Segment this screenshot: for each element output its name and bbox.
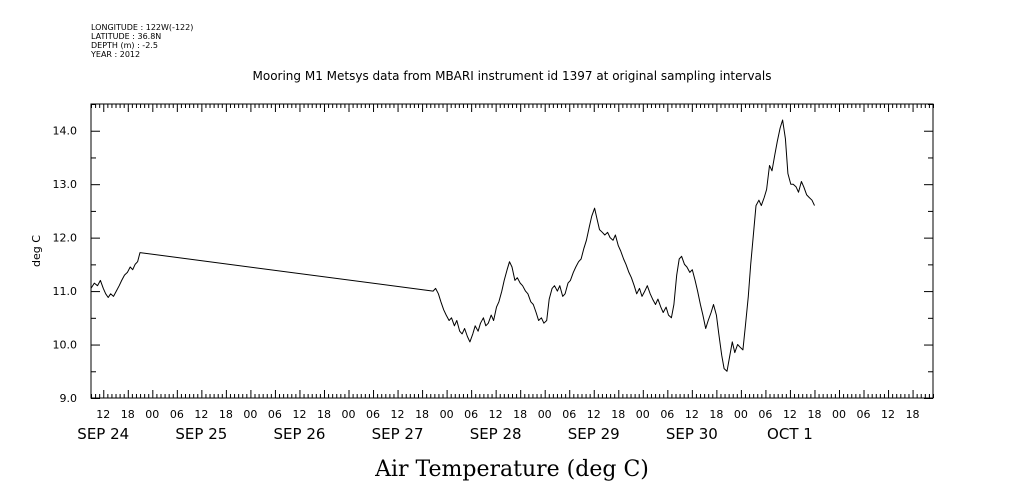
x-axis-label: Air Temperature (deg C) [374, 457, 649, 482]
date-label: SEP 26 [274, 425, 326, 443]
x-tick-label: 18 [807, 408, 821, 421]
header-line: YEAR : 2012 [90, 50, 140, 59]
x-tick-label: 18 [317, 408, 331, 421]
x-tick-label: 06 [464, 408, 478, 421]
axis-ticks [91, 104, 934, 399]
y-axis-label: deg C [30, 235, 43, 267]
x-tick-label: 12 [391, 408, 405, 421]
x-tick-label: 06 [562, 408, 576, 421]
y-tick-label: 12.0 [53, 232, 78, 245]
date-label: SEP 30 [666, 425, 718, 443]
x-tick-label: 12 [194, 408, 208, 421]
chart-header-info: LONGITUDE : 122W(-122)LATITUDE : 36.8NDE… [90, 23, 193, 59]
x-tick-label: 00 [832, 408, 846, 421]
series-line [90, 119, 815, 372]
date-label: SEP 28 [470, 425, 522, 443]
date-labels: SEP 24 SEP 25 SEP 26 SEP 27 SEP 28 SEP 29 SEP … [77, 425, 813, 443]
x-tick-label: 18 [415, 408, 429, 421]
x-tick-label: 00 [342, 408, 356, 421]
x-tick-label: 06 [170, 408, 184, 421]
y-tick-label: 13.0 [53, 178, 78, 191]
y-tick-label: 11.0 [53, 285, 78, 298]
x-tick-label: 18 [906, 408, 920, 421]
x-tick-labels: 12 18 00 06 12 18 00 06 12 18 00 06 12 18 00 06 12 18 00 06… [96, 408, 919, 421]
x-tick-label: 06 [758, 408, 772, 421]
x-tick-label: 00 [538, 408, 552, 421]
x-tick-label: 12 [685, 408, 699, 421]
date-label: SEP 25 [175, 425, 227, 443]
x-tick-label: 06 [857, 408, 871, 421]
series-layer [90, 119, 815, 372]
y-tick-labels: 9.0 10.0 11.0 12.0 13.0 14.0 [53, 125, 78, 405]
x-tick-label: 12 [783, 408, 797, 421]
date-label: SEP 24 [77, 425, 129, 443]
header-line: DEPTH (m) : -2.5 [91, 41, 158, 50]
x-tick-label: 00 [145, 408, 159, 421]
x-tick-label: 00 [636, 408, 650, 421]
x-tick-label: 12 [587, 408, 601, 421]
y-tick-label: 10.0 [53, 339, 78, 352]
x-tick-label: 12 [292, 408, 306, 421]
y-tick-label: 14.0 [53, 125, 78, 138]
x-tick-label: 06 [366, 408, 380, 421]
header-line: LATITUDE : 36.8N [91, 32, 161, 41]
x-tick-label: 18 [121, 408, 135, 421]
x-tick-label: 06 [660, 408, 674, 421]
x-tick-label: 18 [709, 408, 723, 421]
chart-title: Mooring M1 Metsys data from MBARI instru… [253, 69, 772, 83]
y-tick-label: 9.0 [60, 392, 78, 405]
date-label: SEP 27 [372, 425, 424, 443]
x-tick-label: 00 [440, 408, 454, 421]
x-tick-label: 00 [243, 408, 257, 421]
x-tick-label: 00 [734, 408, 748, 421]
plot-frame [90, 103, 934, 399]
x-tick-label: 12 [489, 408, 503, 421]
x-tick-label: 12 [881, 408, 895, 421]
date-label: OCT 1 [767, 425, 813, 443]
x-tick-label: 18 [219, 408, 233, 421]
x-tick-label: 18 [611, 408, 625, 421]
header-line: LONGITUDE : 122W(-122) [91, 23, 193, 32]
x-tick-label: 12 [96, 408, 110, 421]
x-tick-label: 06 [268, 408, 282, 421]
date-label: SEP 29 [568, 425, 620, 443]
x-tick-label: 18 [513, 408, 527, 421]
